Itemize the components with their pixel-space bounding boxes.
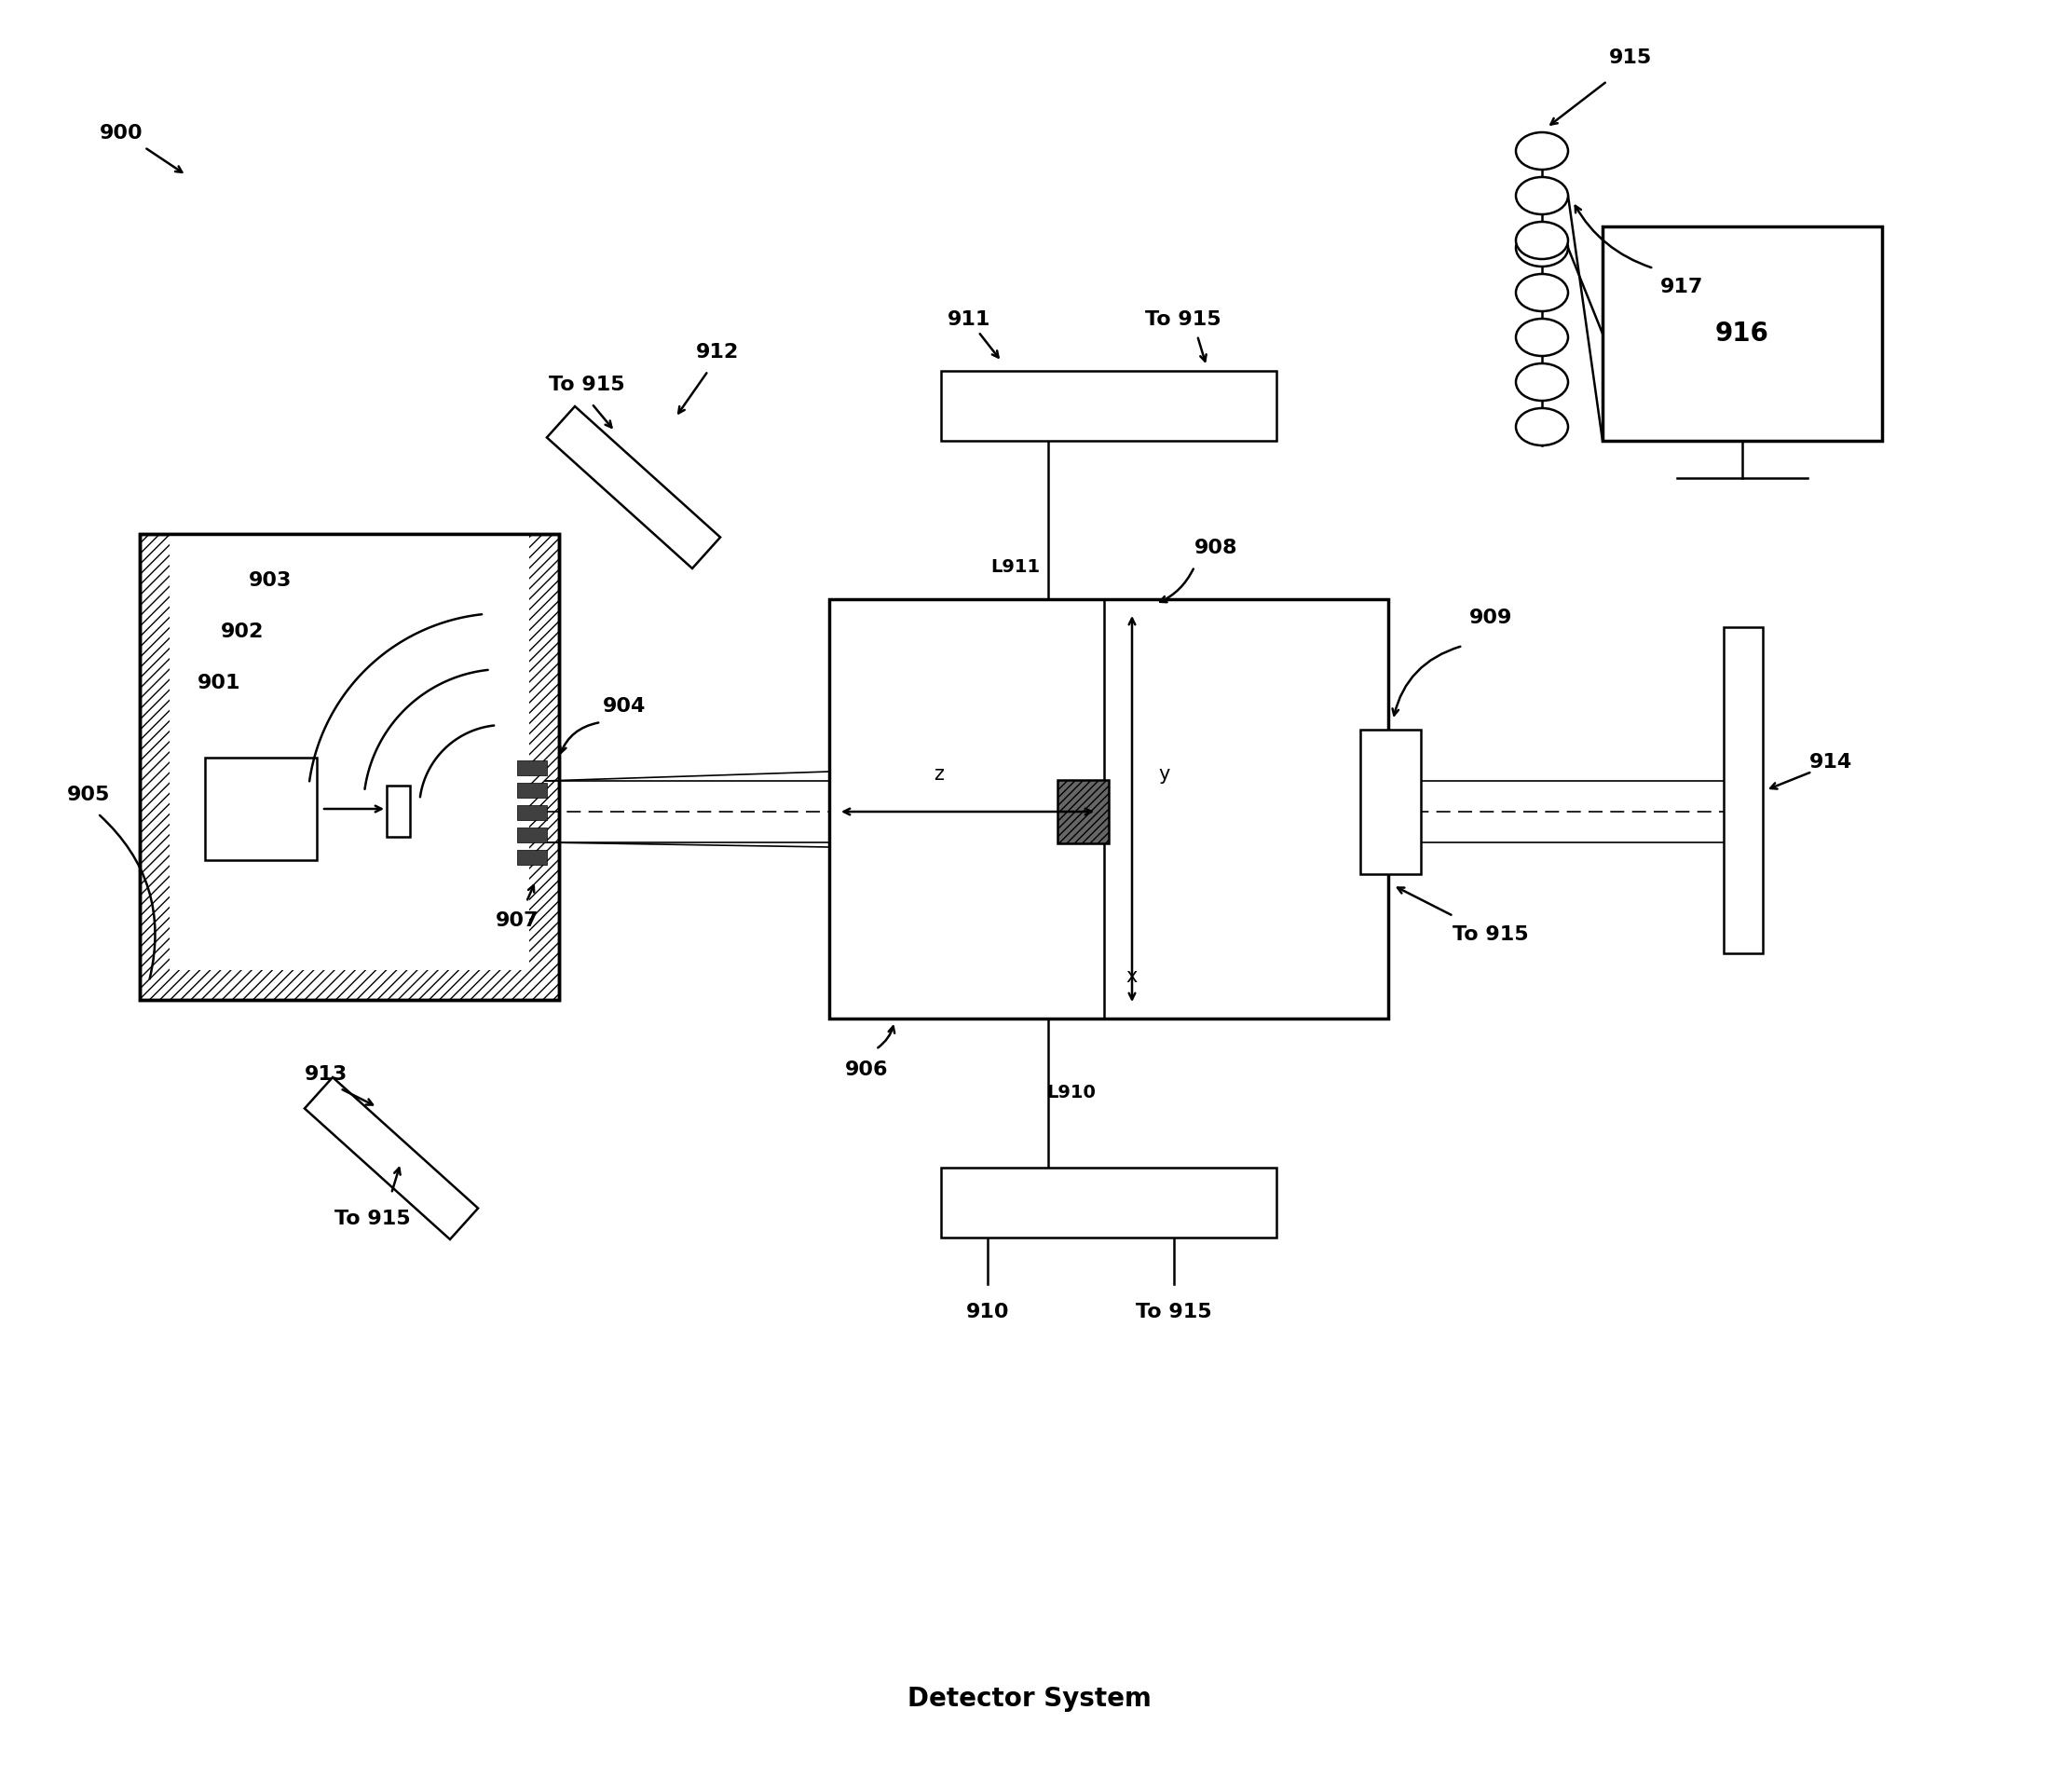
Text: L911: L911 [991,557,1040,575]
Text: 904: 904 [604,697,647,715]
Text: 913: 913 [305,1064,348,1084]
Text: 902: 902 [220,622,264,642]
Ellipse shape [1516,177,1568,215]
Bar [517,828,546,842]
Bar [206,758,317,860]
Text: Detector System: Detector System [908,1686,1152,1711]
Ellipse shape [1516,409,1568,446]
Bar [517,805,546,821]
Text: 912: 912 [696,342,740,362]
Ellipse shape [1516,319,1568,357]
Text: To 915: To 915 [1452,925,1529,944]
Bar [830,599,1388,1018]
Text: 910: 910 [966,1303,1009,1321]
Bar [140,534,558,1000]
Bar [140,534,558,1000]
Text: 906: 906 [845,1061,888,1079]
Text: 917: 917 [1660,278,1704,296]
Text: 900: 900 [99,124,142,143]
Bar [387,785,410,837]
Bar [1724,627,1763,953]
Text: 909: 909 [1469,609,1512,627]
Text: 903: 903 [249,572,293,590]
Text: y: y [1160,765,1170,783]
Bar [1603,226,1883,441]
Bar [305,1077,478,1240]
Text: 901: 901 [198,674,241,692]
Text: To 915: To 915 [1135,1303,1211,1321]
Text: 914: 914 [1809,753,1852,772]
Text: 905: 905 [66,785,109,805]
Text: z: z [933,765,943,783]
Text: 916: 916 [1716,321,1770,346]
Ellipse shape [1516,364,1568,401]
Text: 915: 915 [1609,48,1652,66]
Bar [517,760,546,776]
Bar [1057,780,1108,844]
Text: L910: L910 [1046,1084,1096,1102]
Text: 911: 911 [948,310,991,330]
Bar [941,1168,1277,1238]
Text: x: x [1127,968,1137,986]
Bar [169,534,529,969]
Text: To 915: To 915 [334,1210,410,1228]
Bar [517,849,546,866]
Text: To 915: To 915 [548,376,624,394]
Bar [1360,729,1421,874]
Ellipse shape [1516,133,1568,170]
Ellipse shape [1516,229,1568,267]
Text: To 915: To 915 [1145,310,1222,330]
Ellipse shape [1516,222,1568,260]
Bar [517,783,546,797]
Text: 907: 907 [496,912,540,930]
Bar [941,371,1277,441]
Bar [546,407,721,568]
Bar [1057,780,1108,844]
Ellipse shape [1516,274,1568,312]
Text: 908: 908 [1195,539,1238,557]
